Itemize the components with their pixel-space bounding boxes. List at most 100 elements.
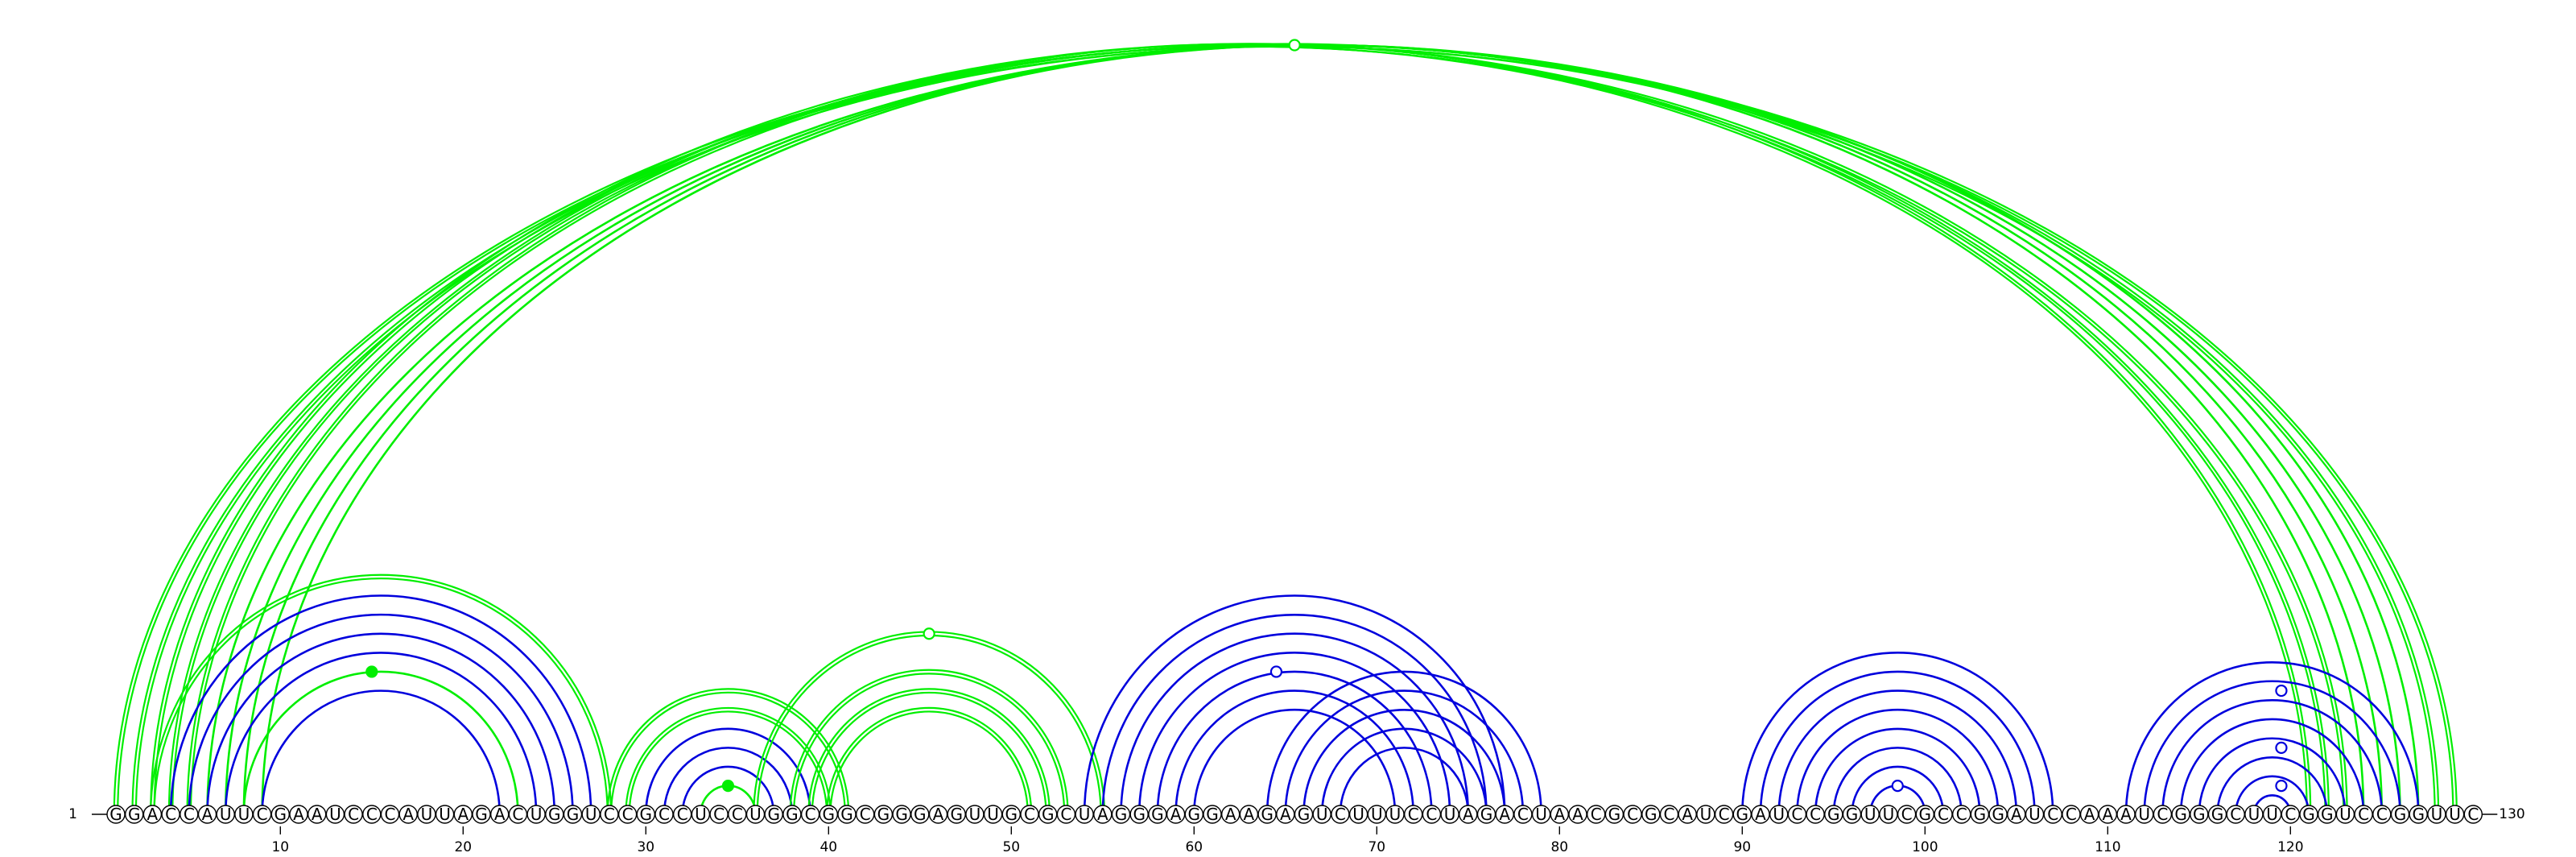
nucleotide-letter: A [1572, 805, 1583, 824]
nucleotide-circle [1257, 805, 1277, 824]
base-pair-arc [2216, 756, 2328, 815]
nucleotide-circle [289, 805, 308, 824]
nucleotide-letter: G [877, 805, 890, 824]
pair-marker [2275, 684, 2288, 698]
pair-marker [2275, 779, 2288, 793]
nucleotide-letter: G [2412, 805, 2425, 824]
end-position-label: 130 [2499, 806, 2524, 822]
nucleotide-letter: U [749, 805, 762, 824]
pair-marker [923, 627, 935, 640]
base-pair-arc [1759, 670, 2036, 815]
base-pair-arc [1120, 632, 1470, 815]
nucleotide-letter: C [1956, 805, 1967, 824]
base-pair-arc [2161, 699, 2384, 815]
tick-label: 100 [1912, 839, 1938, 855]
nucleotide-circle [728, 805, 747, 824]
nucleotide-circle [983, 805, 1003, 824]
nucleotide-letter: U [987, 805, 999, 824]
base-pair-arc [150, 573, 613, 815]
nucleotide-circle [2427, 805, 2446, 824]
nucleotide-letter: C [1426, 805, 1437, 824]
nucleotide-letter: C [165, 805, 176, 824]
nucleotide-letter: U [1316, 805, 1328, 824]
base-pair-arc [829, 710, 1029, 815]
base-pair-arc [224, 43, 2401, 815]
base-pair-arc [261, 689, 501, 815]
nucleotide-letter: C [1408, 805, 1419, 824]
nucleotide-letter: U [2339, 805, 2351, 824]
base-pair-arc [242, 43, 2384, 815]
nucleotide-letter: G [1261, 805, 1274, 824]
nucleotide-letter: G [1827, 805, 1840, 824]
tick-label: 110 [2095, 839, 2120, 855]
tick-label: 20 [454, 839, 472, 855]
nucleotide-letter: C [860, 805, 871, 824]
base-pair-arc [826, 706, 1033, 815]
nucleotide-letter: C [732, 805, 743, 824]
nucleotide-circle [1531, 805, 1551, 824]
base-pair-arc [1832, 747, 1963, 815]
nucleotide-letter: U [2248, 805, 2260, 824]
nucleotide-letter: C [1938, 805, 1949, 824]
base-pair-arc [606, 688, 850, 815]
nucleotide-letter: U [2029, 805, 2041, 824]
tick-label: 70 [1368, 839, 1385, 855]
nucleotide-letter: C [1060, 805, 1071, 824]
nucleotide-letter: G [1133, 805, 1146, 824]
nucleotide-circle [764, 805, 783, 824]
nucleotide-circle [1166, 805, 1186, 824]
nucleotide-letter: G [275, 805, 287, 824]
nucleotide-letter: A [457, 805, 469, 824]
nucleotide-letter: G [1736, 805, 1749, 824]
nucleotide-letter: C [2066, 805, 2077, 824]
nucleotide-circle [435, 805, 455, 824]
nucleotide-letter: U [2266, 805, 2278, 824]
nucleotide-letter: G [2394, 805, 2407, 824]
nucleotide-letter: C [1810, 805, 1821, 824]
nucleotide-letter: G [1480, 805, 1493, 824]
nucleotide-letter: U [1864, 805, 1876, 824]
nucleotide-letter: C [1517, 805, 1529, 824]
nucleotide-letter: A [1170, 805, 1182, 824]
nucleotide-letter: G [914, 805, 927, 824]
nucleotide-circle [581, 805, 601, 824]
nucleotide-circle [1440, 805, 1459, 824]
nucleotide-letter: U [585, 805, 597, 824]
base-pair-arc [2234, 775, 2310, 815]
nucleotide-letter: C [805, 805, 816, 824]
base-pair-arc [134, 45, 2436, 815]
nucleotide-letter: G [840, 805, 853, 824]
nucleotide-letter: G [548, 805, 561, 824]
tick-label: 10 [271, 839, 289, 855]
nucleotide-letter: C [2157, 805, 2168, 824]
tick-label: 80 [1550, 839, 1568, 855]
nucleotide-letter: A [1225, 805, 1236, 824]
base-pair-arc [1796, 708, 2000, 815]
base-pair-arc [1083, 594, 1506, 815]
nucleotide-circle [2062, 805, 2081, 824]
nucleotide-letter: U [1883, 805, 1895, 824]
nucleotide-circle [1970, 805, 1990, 824]
nucleotide-circle [1312, 805, 1331, 824]
nucleotide-letter: A [293, 805, 304, 824]
tick-label: 30 [637, 839, 654, 855]
base-pair-arc [2143, 680, 2401, 815]
nucleotide-circle [270, 805, 290, 824]
nucleotide-letter: G [2193, 805, 2206, 824]
nucleotide-letter: G [1005, 805, 1018, 824]
pair-marker [1269, 665, 1283, 678]
nucleotide-circle [1129, 805, 1149, 824]
nucleotide-letter: C [385, 805, 396, 824]
nucleotide-letter: A [2102, 805, 2113, 824]
nucleotide-letter: A [2120, 805, 2132, 824]
nucleotide-circle [636, 805, 655, 824]
tick-label: 120 [2277, 839, 2303, 855]
nucleotide-letter: C [1901, 805, 1913, 824]
nucleotide-letter: C [2230, 805, 2241, 824]
base-pair-arc [1137, 652, 1451, 815]
nucleotide-letter: U [1371, 805, 1383, 824]
base-pair-arc [789, 669, 1069, 815]
base-pair-arc [793, 673, 1066, 815]
nucleotide-letter: A [1280, 805, 1291, 824]
